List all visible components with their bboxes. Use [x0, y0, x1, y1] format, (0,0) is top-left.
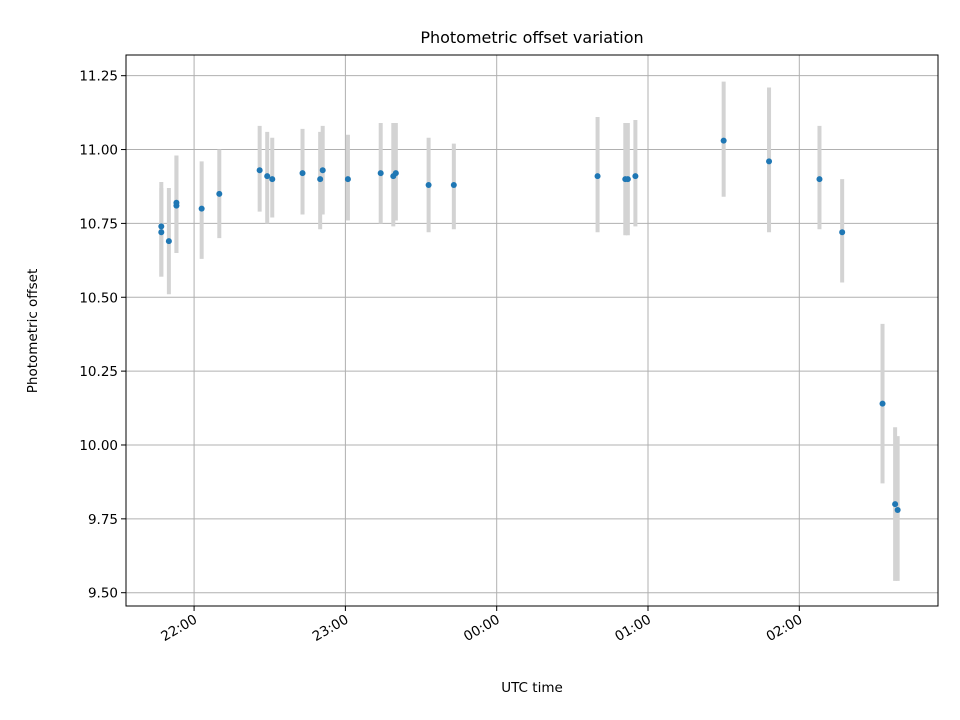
y-tick-label: 10.75 — [79, 216, 118, 232]
y-tick-label: 10.50 — [79, 290, 118, 306]
data-point — [198, 205, 205, 212]
y-tick-label: 11.25 — [79, 69, 118, 85]
data-point — [816, 176, 823, 183]
point-layer — [158, 137, 901, 513]
y-tick-label: 10.00 — [79, 438, 118, 454]
data-point — [319, 167, 326, 174]
plot-frame — [125, 54, 939, 607]
data-point — [216, 190, 223, 197]
data-point — [632, 173, 639, 180]
chart-title: Photometric offset variation — [420, 28, 643, 47]
data-point — [158, 223, 165, 230]
data-point — [317, 176, 324, 183]
data-point — [158, 229, 165, 236]
data-point — [894, 506, 901, 513]
data-point — [892, 501, 899, 508]
y-axis-label: Photometric offset — [25, 269, 41, 393]
x-axis-label: UTC time — [501, 680, 563, 696]
data-point — [594, 173, 601, 180]
data-point — [344, 176, 351, 183]
y-tick-label: 10.25 — [79, 364, 118, 380]
grid-layer — [126, 55, 938, 606]
y-tick-label: 9.75 — [88, 512, 118, 528]
data-point — [264, 173, 271, 180]
data-point — [173, 199, 180, 206]
data-point — [766, 158, 773, 165]
y-tick-label: 11.00 — [79, 143, 118, 159]
y-tick-label: 9.50 — [88, 586, 118, 602]
data-point — [425, 181, 432, 188]
data-point — [165, 238, 172, 245]
data-point — [392, 170, 399, 177]
data-point — [299, 170, 306, 177]
data-point — [879, 400, 886, 407]
data-point — [450, 181, 457, 188]
data-point — [377, 170, 384, 177]
data-point — [269, 176, 276, 183]
data-point — [624, 176, 631, 183]
data-point — [720, 137, 727, 144]
data-point — [256, 167, 263, 174]
data-point — [839, 229, 846, 236]
